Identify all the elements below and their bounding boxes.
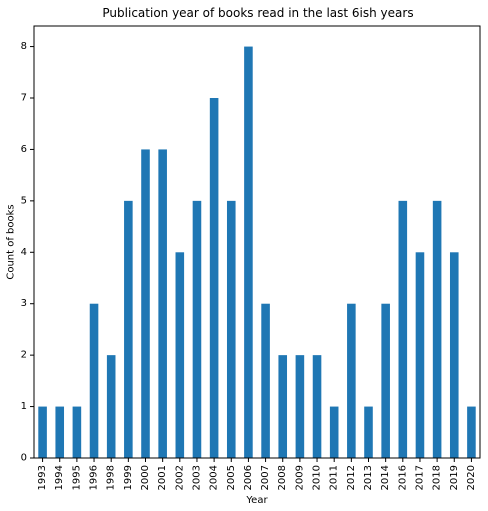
bar-2003 — [193, 201, 202, 458]
x-tick-label-2012: 2012 — [346, 465, 357, 490]
bar-2020 — [467, 407, 476, 458]
x-tick-label-2011: 2011 — [329, 465, 340, 490]
bar-2007 — [261, 304, 270, 458]
bar-2018 — [433, 201, 442, 458]
bar-2002 — [176, 252, 185, 458]
bar-2014 — [381, 304, 390, 458]
x-axis: 1993 1994 1995 1996 1998 1999 2000 2001 2002 2003… — [37, 458, 477, 490]
x-tick-label-2014: 2014 — [380, 465, 391, 490]
y-axis: 0 1 2 3 4 5 6 7 8 — [21, 41, 34, 463]
bars-group — [38, 47, 475, 458]
bar-2011 — [330, 407, 339, 458]
x-tick-label-2020: 2020 — [466, 465, 477, 490]
x-tick-label-2000: 2000 — [140, 465, 151, 490]
x-tick-label-2009: 2009 — [294, 465, 305, 490]
bar-1998 — [107, 355, 116, 458]
bar-2004 — [210, 98, 219, 458]
bar-2009 — [296, 355, 305, 458]
bar-2001 — [158, 149, 167, 458]
x-tick-label-2004: 2004 — [209, 465, 220, 490]
bar-2019 — [450, 252, 459, 458]
x-tick-label-1999: 1999 — [123, 465, 134, 490]
bar-1995 — [73, 407, 82, 458]
bar-2000 — [141, 149, 150, 458]
x-tick-label-1994: 1994 — [54, 465, 65, 490]
bar-2010 — [313, 355, 322, 458]
x-tick-label-2007: 2007 — [260, 465, 271, 490]
y-tick-label-7: 7 — [21, 93, 27, 104]
x-tick-label-2010: 2010 — [312, 465, 323, 490]
x-tick-label-2017: 2017 — [414, 465, 425, 490]
y-tick-label-1: 1 — [21, 401, 27, 412]
x-tick-label-1996: 1996 — [89, 465, 100, 490]
plot-frame — [34, 26, 480, 458]
y-tick-label-0: 0 — [21, 453, 27, 464]
x-axis-label: Year — [245, 495, 268, 506]
bar-1999 — [124, 201, 133, 458]
x-tick-label-1993: 1993 — [37, 465, 48, 490]
x-tick-label-2008: 2008 — [277, 465, 288, 490]
bar-2012 — [347, 304, 356, 458]
bar-2006 — [244, 47, 253, 458]
bar-2005 — [227, 201, 236, 458]
x-tick-label-2001: 2001 — [157, 465, 168, 490]
x-tick-label-2016: 2016 — [397, 465, 408, 490]
y-tick-label-5: 5 — [21, 195, 27, 206]
x-tick-label-2018: 2018 — [432, 465, 443, 490]
bar-2013 — [364, 407, 373, 458]
x-tick-label-2002: 2002 — [174, 465, 185, 490]
y-tick-label-3: 3 — [21, 298, 27, 309]
x-tick-label-2003: 2003 — [191, 465, 202, 490]
bar-1996 — [90, 304, 99, 458]
x-tick-label-2013: 2013 — [363, 465, 374, 490]
x-tick-label-1995: 1995 — [71, 465, 82, 490]
y-tick-label-4: 4 — [21, 247, 27, 258]
x-tick-label-2006: 2006 — [243, 465, 254, 490]
x-tick-label-1998: 1998 — [106, 465, 117, 490]
y-tick-label-8: 8 — [21, 41, 27, 52]
bar-1993 — [38, 407, 47, 458]
y-axis-label: Count of books — [6, 204, 17, 279]
chart-title: Publication year of books read in the la… — [102, 6, 413, 20]
x-tick-label-2019: 2019 — [449, 465, 460, 490]
bar-2017 — [416, 252, 425, 458]
y-tick-label-2: 2 — [21, 350, 27, 361]
x-tick-label-2005: 2005 — [226, 465, 237, 490]
bar-2008 — [278, 355, 287, 458]
bar-1994 — [55, 407, 64, 458]
y-tick-label-6: 6 — [21, 144, 27, 155]
bar-2016 — [399, 201, 408, 458]
